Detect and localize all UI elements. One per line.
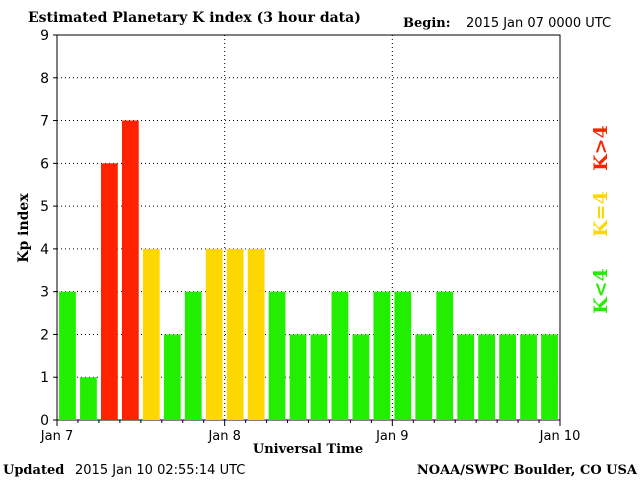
y-tick-label: 0 (40, 413, 49, 429)
y-tick-label: 8 (40, 71, 49, 87)
kp-bar (247, 248, 265, 420)
y-tick-label: 5 (40, 199, 49, 215)
y-tick-label: 9 (40, 28, 49, 44)
kp-bar (121, 120, 139, 421)
kp-bar (478, 334, 496, 420)
legend-k-less-4: K<4 (590, 268, 612, 314)
begin-value: 2015 Jan 07 0000 UTC (466, 16, 611, 31)
kp-bar (289, 334, 307, 420)
kp-bar (436, 291, 454, 420)
y-tick-label: 4 (40, 242, 49, 258)
kp-bar (457, 334, 475, 420)
kp-bar (394, 291, 412, 420)
y-tick-label: 1 (40, 370, 49, 386)
kp-bar (205, 248, 223, 420)
kp-bar (80, 377, 97, 420)
x-axis-ticks: Jan 7 Jan 8 Jan 9 Jan 10 (40, 420, 581, 444)
kp-bar (101, 163, 118, 421)
y-tick-label: 3 (40, 285, 49, 301)
kp-bar (352, 334, 370, 420)
y-tick-label: 7 (40, 114, 49, 130)
updated-label: Updated (3, 463, 64, 478)
legend-k-equal-4: K=4 (590, 191, 612, 237)
begin-label: Begin: (403, 16, 451, 31)
kp-bar (541, 334, 558, 420)
x-axis-label: Universal Time (253, 442, 363, 457)
y-axis-label: Kp index (16, 193, 32, 263)
y-tick-label: 6 (40, 156, 49, 172)
updated-value: 2015 Jan 10 02:55:14 UTC (75, 463, 245, 478)
chart-title: Estimated Planetary K index (3 hour data… (28, 10, 361, 26)
kp-bar (268, 291, 286, 420)
x-tick-label: Jan 10 (539, 429, 581, 444)
x-tick-label: Jan 7 (40, 429, 73, 444)
kp-bar (415, 334, 433, 420)
legend-k-greater-4: K>4 (590, 125, 612, 171)
kp-bar (59, 291, 76, 420)
credit: NOAA/SWPC Boulder, CO USA (417, 463, 638, 478)
kp-bar (331, 291, 349, 420)
bars-layer (59, 120, 558, 421)
kp-bar (226, 248, 244, 420)
y-axis-ticks: 0 1 2 3 4 5 6 7 8 9 (40, 28, 57, 429)
kp-bar (142, 248, 160, 420)
x-tick-label: Jan 8 (207, 429, 240, 444)
kp-bar (520, 334, 537, 420)
kp-bar (184, 291, 202, 420)
y-tick-label: 2 (40, 327, 49, 343)
x-tick-label: Jan 9 (375, 429, 408, 444)
kp-bar (310, 334, 328, 420)
kp-bar (163, 334, 181, 420)
grid-layer (57, 35, 560, 420)
kp-bar (499, 334, 516, 420)
kp-bar (373, 291, 391, 420)
